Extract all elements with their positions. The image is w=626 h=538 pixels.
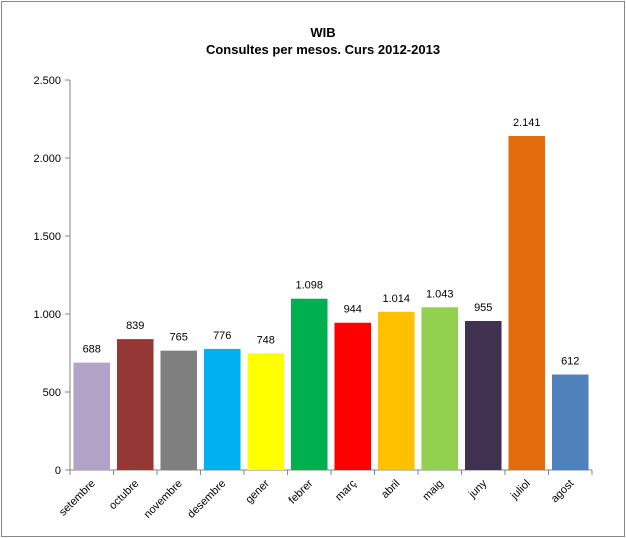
data-label: 955: [474, 302, 492, 314]
bar-abril: [377, 311, 415, 470]
y-tick-label: 1.500: [33, 231, 61, 243]
x-category-label: juliol: [508, 478, 533, 503]
data-label: 2.141: [513, 117, 541, 129]
x-category-label: setembre: [57, 478, 98, 519]
data-label: 944: [344, 304, 362, 316]
x-category-label: maig: [421, 478, 446, 503]
bar-juny: [464, 321, 502, 470]
x-category-label: febrer: [287, 477, 316, 506]
bar-desembre: [203, 348, 241, 470]
y-tick-label: 2.000: [33, 153, 61, 165]
bar-agost: [551, 374, 589, 470]
x-category-label: juny: [466, 477, 490, 501]
data-label: 1.098: [295, 280, 323, 292]
bar-octubre: [116, 339, 154, 470]
bar-febrer: [290, 298, 328, 470]
data-label: 839: [126, 320, 144, 332]
bar-novembre: [160, 350, 198, 470]
x-category-label: gener: [243, 477, 272, 506]
bar-setembre: [73, 362, 111, 470]
category-labels-group: setembre octubre novembre desembre gener febr…: [57, 477, 576, 520]
x-category-label: març: [333, 477, 359, 503]
y-tick-label: 0: [55, 465, 61, 477]
y-tick-label: 1.000: [33, 309, 61, 321]
data-label: 1.043: [426, 288, 454, 300]
chart-subtitle: Consultes per mesos. Curs 2012-2013: [206, 42, 440, 57]
data-label: 748: [257, 334, 275, 346]
data-label: 776: [213, 330, 231, 342]
x-category-label: desembre: [185, 478, 228, 521]
data-label: 765: [170, 332, 188, 344]
x-category-label: octubre: [107, 478, 141, 512]
chart-title: WIB: [310, 25, 335, 40]
data-labels-group: 688 839 765 776 748 1.098 944 1.014 1.043 955 2.14…: [83, 117, 580, 368]
x-category-label: novembre: [142, 478, 185, 521]
bar-maig: [421, 307, 459, 470]
bars-group: [73, 136, 589, 470]
y-tick-label: 500: [43, 387, 61, 399]
bar-gener: [247, 353, 285, 470]
x-category-label: agost: [549, 478, 577, 506]
data-label: 612: [561, 356, 579, 368]
y-tick-label: 2.500: [33, 75, 61, 87]
y-axis-ticks: 0 500 1.000 1.500 2.000 2.500: [33, 75, 593, 477]
data-label: 688: [83, 344, 101, 356]
bar-juliol: [508, 136, 546, 470]
bar-març: [334, 322, 372, 470]
data-label: 1.014: [382, 293, 410, 305]
x-category-label: abril: [379, 478, 402, 501]
